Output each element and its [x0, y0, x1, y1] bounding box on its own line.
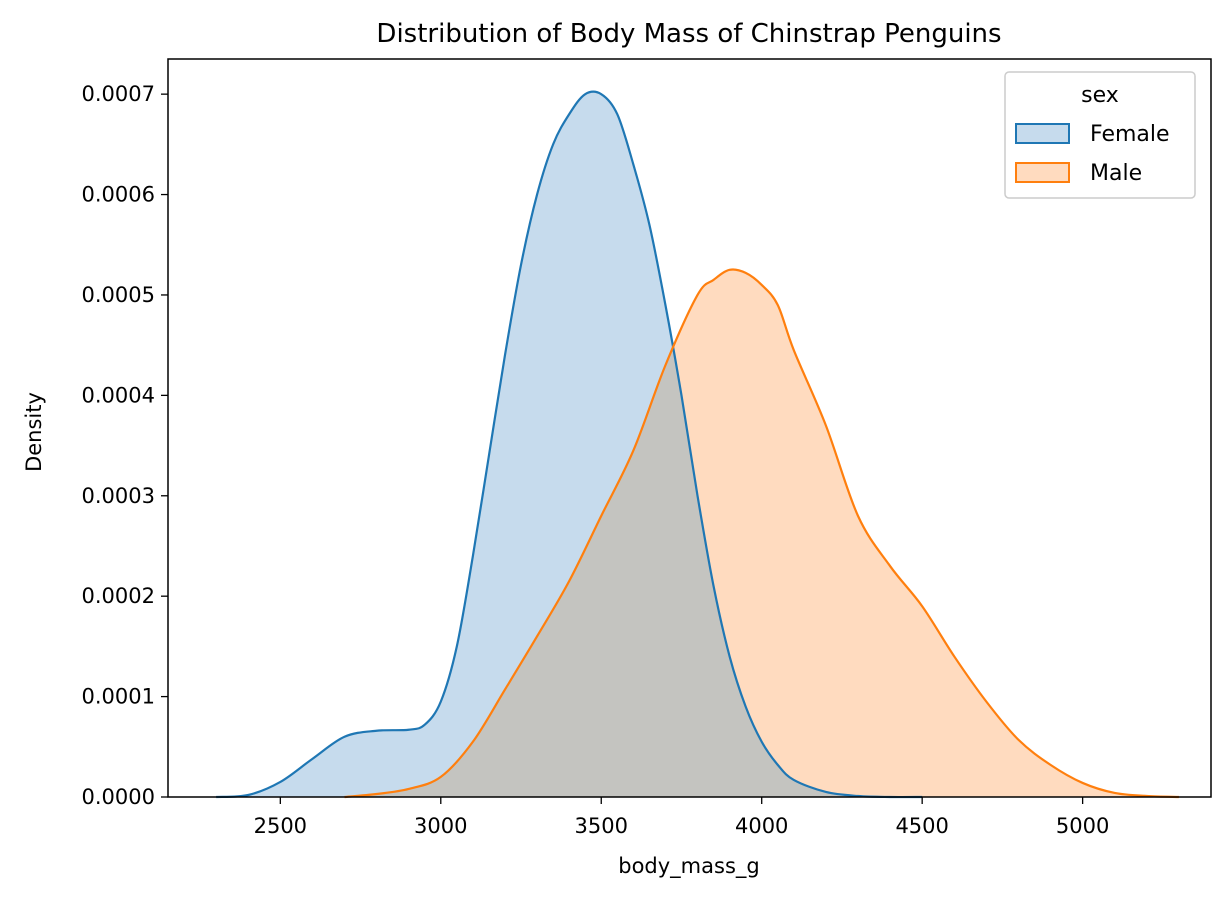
legend-title: sex: [1081, 83, 1119, 108]
y-tick-label: 0.0001: [82, 685, 155, 709]
y-axis-label: Density: [22, 392, 46, 472]
chart-title: Distribution of Body Mass of Chinstrap P…: [376, 19, 1001, 49]
y-tick-label: 0.0007: [82, 82, 155, 106]
y-tick-label: 0.0003: [82, 484, 155, 508]
x-tick-label: 4500: [895, 814, 948, 838]
density-line-female: [216, 90, 923, 799]
legend: sex Female Male: [1004, 71, 1196, 199]
y-tick-label: 0.0004: [82, 383, 155, 407]
y-tick-label: 0.0000: [82, 785, 155, 809]
legend-swatch-male: [1015, 162, 1070, 183]
legend-label-male: Male: [1090, 161, 1142, 186]
density-fill-female: [216, 91, 923, 798]
x-tick-label: 2500: [254, 814, 307, 838]
density-lines: [216, 90, 1179, 799]
x-axis-label: body_mass_g: [618, 854, 759, 879]
y-tick-label: 0.0002: [82, 584, 155, 608]
y-tick-label: 0.0006: [82, 183, 155, 207]
x-tick-label: 3000: [414, 814, 467, 838]
x-axis-ticks: 2500 3000 3500 4000 4500 5000: [254, 797, 1109, 838]
legend-items: Female Male: [1015, 122, 1170, 186]
x-tick-label: 5000: [1056, 814, 1109, 838]
y-axis-ticks: 0.0000 0.0001 0.0002 0.0003 0.0004 0.0005 0.00…: [82, 82, 168, 809]
x-tick-label: 3500: [575, 814, 628, 838]
density-line-male: [344, 268, 1179, 799]
x-tick-label: 4000: [735, 814, 788, 838]
legend-label-female: Female: [1090, 122, 1170, 147]
legend-swatch-female: [1015, 123, 1070, 144]
plot-area: [216, 90, 1179, 799]
plot-frame: [167, 58, 1212, 798]
y-tick-label: 0.0005: [82, 283, 155, 307]
